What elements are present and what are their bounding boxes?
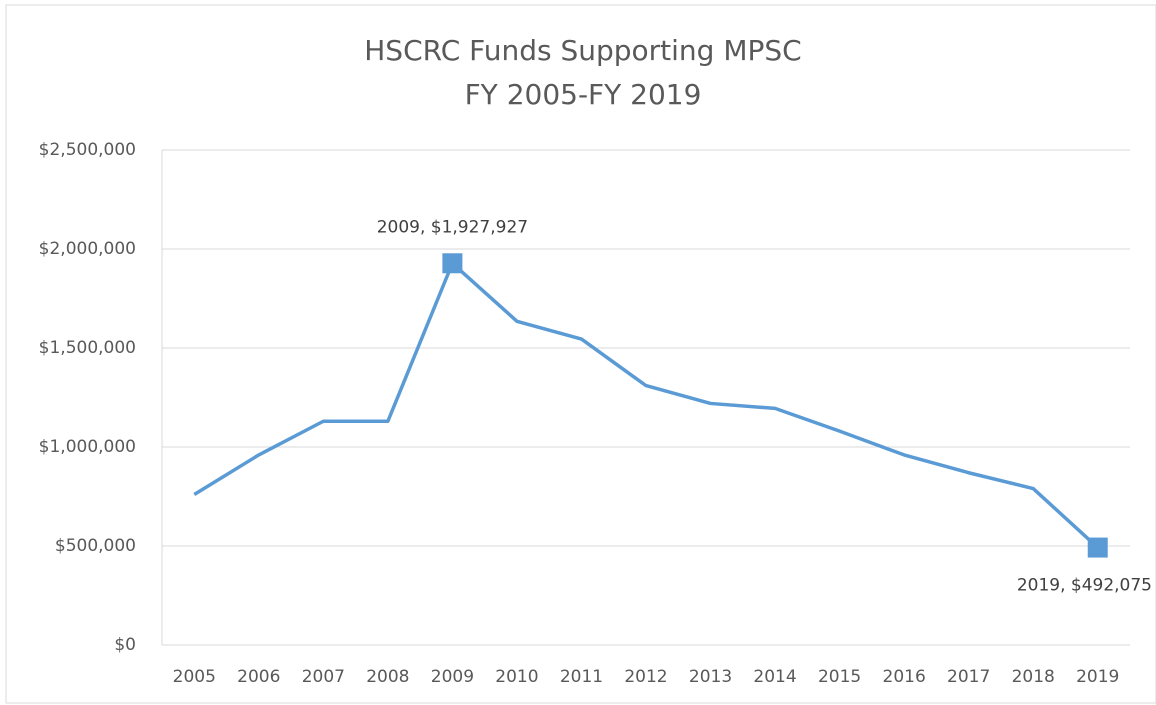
x-tick-label: 2005 <box>173 667 216 687</box>
data-label: 2019, $492,075 <box>1017 576 1152 596</box>
y-tick-label: $1,500,000 <box>39 338 136 358</box>
y-tick-label: $0 <box>114 635 136 655</box>
chart-subtitle: FY 2005-FY 2019 <box>465 78 702 111</box>
x-tick-label: 2018 <box>1012 667 1055 687</box>
y-tick-label: $500,000 <box>55 536 136 556</box>
y-tick-label: $1,000,000 <box>39 437 136 457</box>
chart-frame <box>5 4 1156 704</box>
x-tick-label: 2019 <box>1076 667 1119 687</box>
x-tick-label: 2008 <box>366 667 409 687</box>
x-tick-label: 2013 <box>689 667 732 687</box>
chart-title: HSCRC Funds Supporting MPSC <box>364 34 801 67</box>
x-tick-label: 2006 <box>237 667 280 687</box>
x-tick-label: 2016 <box>883 667 926 687</box>
x-tick-label: 2017 <box>947 667 990 687</box>
marker <box>1087 537 1108 558</box>
x-tick-label: 2015 <box>818 667 861 687</box>
x-tick-label: 2007 <box>302 667 345 687</box>
marker <box>442 253 463 274</box>
x-tick-label: 2009 <box>431 667 474 687</box>
line <box>193 261 1099 549</box>
data-label: 2009, $1,927,927 <box>377 217 528 237</box>
y-tick-label: $2,500,000 <box>39 140 136 160</box>
x-tick-label: 2012 <box>624 667 667 687</box>
y-tick-label: $2,000,000 <box>39 239 136 259</box>
x-tick-label: 2011 <box>560 667 603 687</box>
x-tick-label: 2014 <box>753 667 796 687</box>
x-tick-label: 2010 <box>495 667 538 687</box>
